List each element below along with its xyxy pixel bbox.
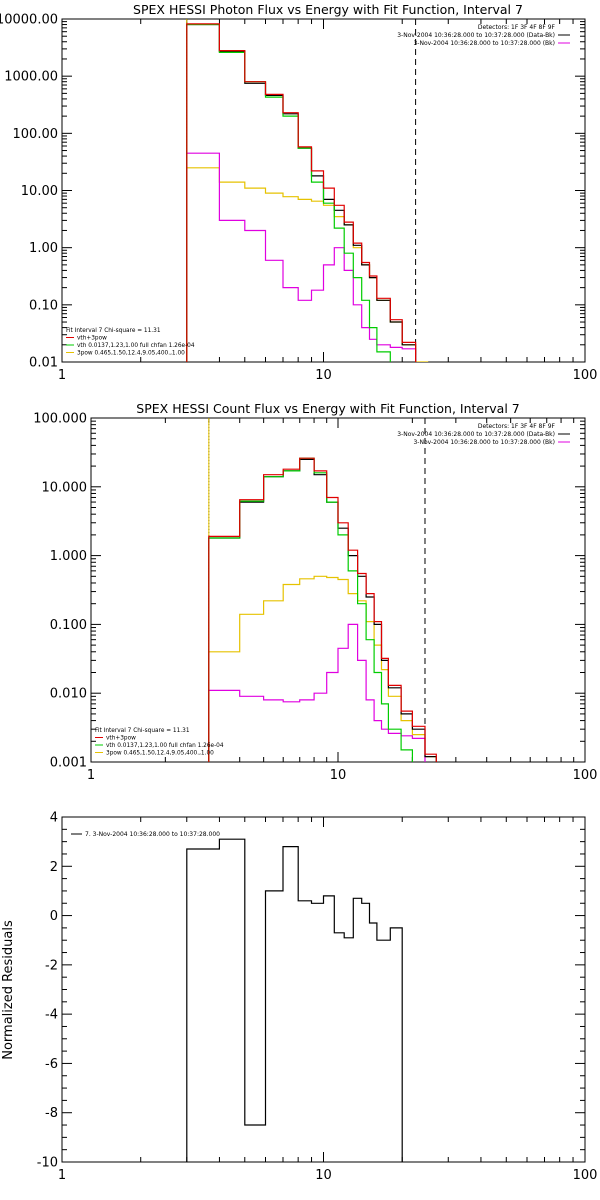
info-line: Detectors: 1F 3F 4F 8F 9F: [478, 24, 556, 31]
plot-area: [186, 838, 403, 1162]
plot-frame: [61, 816, 586, 1163]
series-power: [186, 167, 429, 362]
legend-entry: vth 0.0137,1.23,1.00 full chfan 1.26e-04: [106, 743, 224, 749]
series-background: [186, 152, 417, 362]
y-tick-label: 0.001: [50, 756, 87, 771]
info-line: 3-Nov-2004 10:36:28.000 to 10:37:28.000 …: [413, 439, 555, 446]
photon-flux-panel: SPEX HESSI Photon Flux vs Energy with Fi…: [0, 2, 597, 383]
plot-area: [186, 19, 429, 362]
y-tick-label: 10.00: [21, 184, 58, 199]
legend-entry: Fit Interval 7 Chi-square = 11.31: [66, 328, 161, 334]
x-tick-label: 1: [58, 368, 66, 383]
residuals-panel: Normalized Residuals 1 10 100 -10 -8 -6 -4 -2 0 2…: [1, 811, 597, 1184]
series-power: [208, 575, 437, 762]
x-tick-label: 100: [573, 1168, 598, 1183]
plot-area: [208, 418, 437, 762]
x-tick-label: 100: [573, 368, 598, 383]
series-total-fit: [186, 23, 417, 362]
y-tick-label: 1000.00: [4, 70, 58, 85]
plot-frame: [90, 417, 586, 763]
legend-entry: vth+3pow: [106, 736, 136, 742]
x-tick-label: 1: [87, 768, 95, 783]
y-tick-label: 1.000: [50, 549, 87, 564]
y-tick-label: 2: [50, 860, 58, 875]
info-line: Detectors: 1F 3F 4F 8F 9F: [478, 423, 556, 430]
y-tick-label: -10: [37, 1156, 58, 1171]
y-tick-label: -4: [45, 1008, 58, 1023]
x-tick-label: 10: [315, 1168, 332, 1183]
y-tick-label: 10000.00: [0, 13, 58, 28]
legend-entry: 7. 3-Nov-2004 10:36:28.000 to 10:37:28.0…: [85, 831, 220, 838]
legend-entry: 3pow 0.465,1.50,12.4,9.05,400.,1.00: [77, 351, 185, 357]
info-line: 3-Nov-2004 10:36:28.000 to 10:37:28.000 …: [397, 431, 555, 438]
legend-entry: vth+3pow: [77, 336, 107, 342]
y-tick-label: 0.10: [29, 298, 58, 313]
y-axis-label: Normalized Residuals: [1, 920, 16, 1060]
x-tick-label: 10: [315, 368, 332, 383]
count-flux-panel: SPEX HESSI Count Flux vs Energy with Fit…: [33, 401, 597, 783]
series-data: [186, 23, 417, 362]
y-tick-label: 0.010: [50, 687, 87, 702]
x-tick-label: 1: [58, 1168, 66, 1183]
y-tick-label: 100.00: [13, 127, 59, 142]
y-tick-label: 100.000: [33, 412, 87, 427]
legend-entry: 3pow 0.465,1.50,12.4,9.05,400.,1.00: [106, 751, 214, 757]
x-tick-label: 10: [330, 768, 347, 783]
legend-entry: Fit Interval 7 Chi-square = 11.31: [95, 728, 190, 734]
y-tick-label: 0.100: [50, 618, 87, 633]
series-thermal: [208, 457, 413, 762]
y-tick-label: 4: [50, 811, 58, 826]
legend-entry: vth 0.0137,1.23,1.00 full chfan 1.26e-04: [77, 343, 195, 349]
y-tick-label: 10.000: [42, 480, 88, 495]
chart-title: SPEX HESSI Photon Flux vs Energy with Fi…: [133, 2, 523, 17]
y-tick-label: 1.00: [29, 241, 58, 256]
series-thermal: [186, 23, 391, 362]
info-line: 3-Nov-2004 10:36:28.000 to 10:37:28.000 …: [397, 32, 555, 39]
x-tick-label: 100: [573, 768, 598, 783]
series-residuals: [186, 838, 403, 1162]
info-line: 3-Nov-2004 10:36:28.000 to 10:37:28.000 …: [413, 40, 555, 47]
series-total-fit: [208, 457, 437, 762]
y-tick-label: 0: [50, 909, 58, 924]
series-background: [208, 623, 426, 762]
chart-title: SPEX HESSI Count Flux vs Energy with Fit…: [136, 401, 519, 416]
y-tick-label: 0.01: [29, 356, 58, 371]
y-tick-label: -2: [45, 958, 58, 973]
y-tick-label: -6: [45, 1057, 58, 1072]
y-tick-label: -8: [45, 1106, 58, 1121]
